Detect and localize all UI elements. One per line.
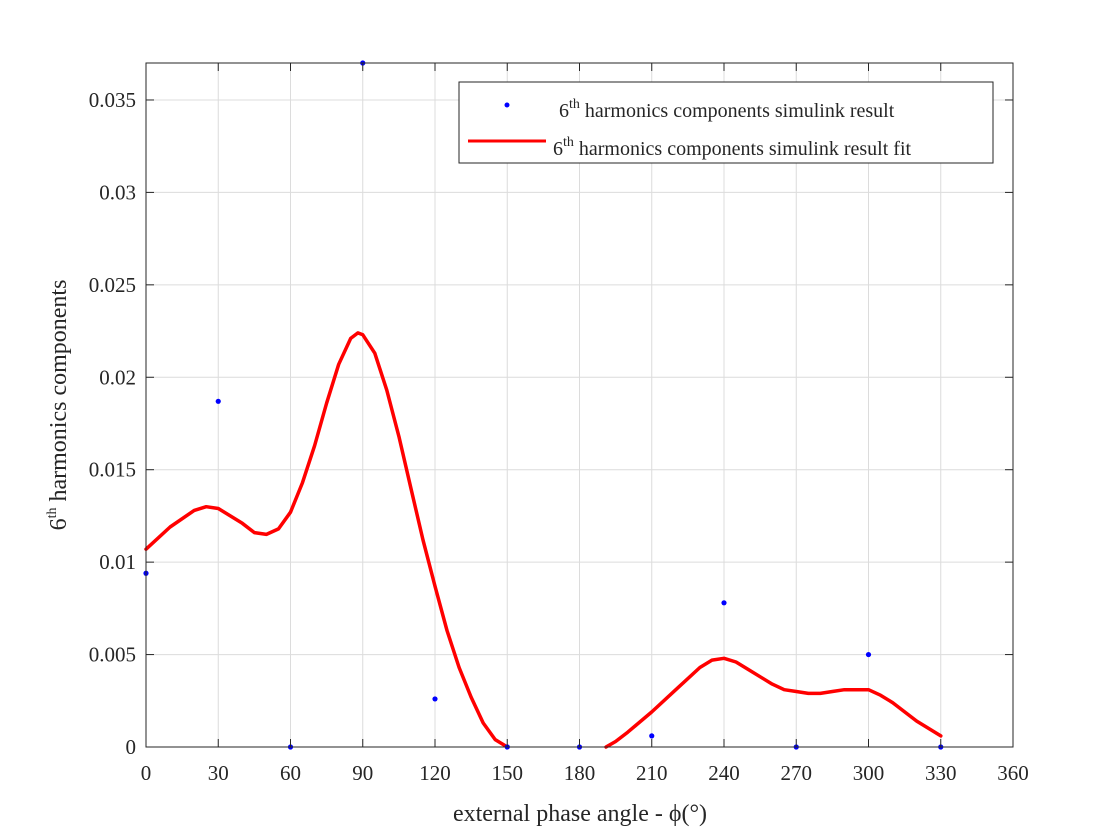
x-tick-label: 180 <box>564 761 596 785</box>
legend-entry-fit-prefix: 6 <box>553 138 563 160</box>
legend-entry-points-prefix: 6 <box>559 100 569 122</box>
data-point <box>432 696 438 702</box>
x-axis-label: external phase angle - ϕ(°) <box>453 801 707 827</box>
legend: 6th harmonics components simulink result… <box>458 81 994 164</box>
x-tick-label: 360 <box>997 761 1029 785</box>
fit-line-layer <box>144 331 943 749</box>
grid <box>146 63 1013 747</box>
legend-entry-points: 6th harmonics components simulink result <box>559 97 895 122</box>
y-tick-label: 0.005 <box>89 643 136 667</box>
legend-entry-points-sup: th <box>569 97 580 112</box>
x-tick-label: 90 <box>352 761 373 785</box>
x-tick-label: 270 <box>781 761 813 785</box>
x-tick-label: 0 <box>141 761 152 785</box>
y-axis-label-prefix: 6 <box>46 518 72 530</box>
y-tick-label: 0.03 <box>99 180 136 204</box>
x-tick-label: 150 <box>492 761 524 785</box>
y-tick-label: 0.01 <box>99 550 136 574</box>
x-tick-label: 30 <box>208 761 229 785</box>
data-point <box>649 733 655 739</box>
ticks <box>145 63 1014 748</box>
legend-point-marker <box>504 102 510 108</box>
legend-entry-fit-rest: harmonics components simulink result fit <box>574 138 912 160</box>
fit-curve <box>144 331 943 749</box>
y-tick-label: 0 <box>126 735 137 759</box>
y-tick-label: 0.015 <box>89 458 136 482</box>
y-tick-label: 0.02 <box>99 365 136 389</box>
x-tick-label: 60 <box>280 761 301 785</box>
data-point <box>865 651 872 658</box>
x-tick-label: 120 <box>419 761 451 785</box>
legend-entry-fit-sup: th <box>563 135 574 150</box>
legend-entry-points-rest: harmonics components simulink result <box>580 100 895 122</box>
y-tick-label: 0.035 <box>89 88 136 112</box>
y-axis-label: 6th harmonics components <box>45 280 72 531</box>
x-tick-label: 240 <box>708 761 740 785</box>
y-tick-label: 0.025 <box>89 273 136 297</box>
legend-box <box>458 81 994 164</box>
data-point <box>721 600 727 606</box>
legend-entry-fit: 6th harmonics components simulink result… <box>553 135 912 160</box>
x-tick-label: 330 <box>925 761 957 785</box>
x-tick-label: 210 <box>636 761 668 785</box>
data-point <box>215 398 221 404</box>
points-layer <box>143 60 944 750</box>
tick-labels: 0 30 60 90 120 150 180 210 240 270 300 330 360 0 0.005… <box>89 88 1029 785</box>
x-tick-label: 300 <box>853 761 885 785</box>
y-axis-label-rest: harmonics components <box>46 280 72 508</box>
y-axis-label-sup: th <box>45 508 60 519</box>
